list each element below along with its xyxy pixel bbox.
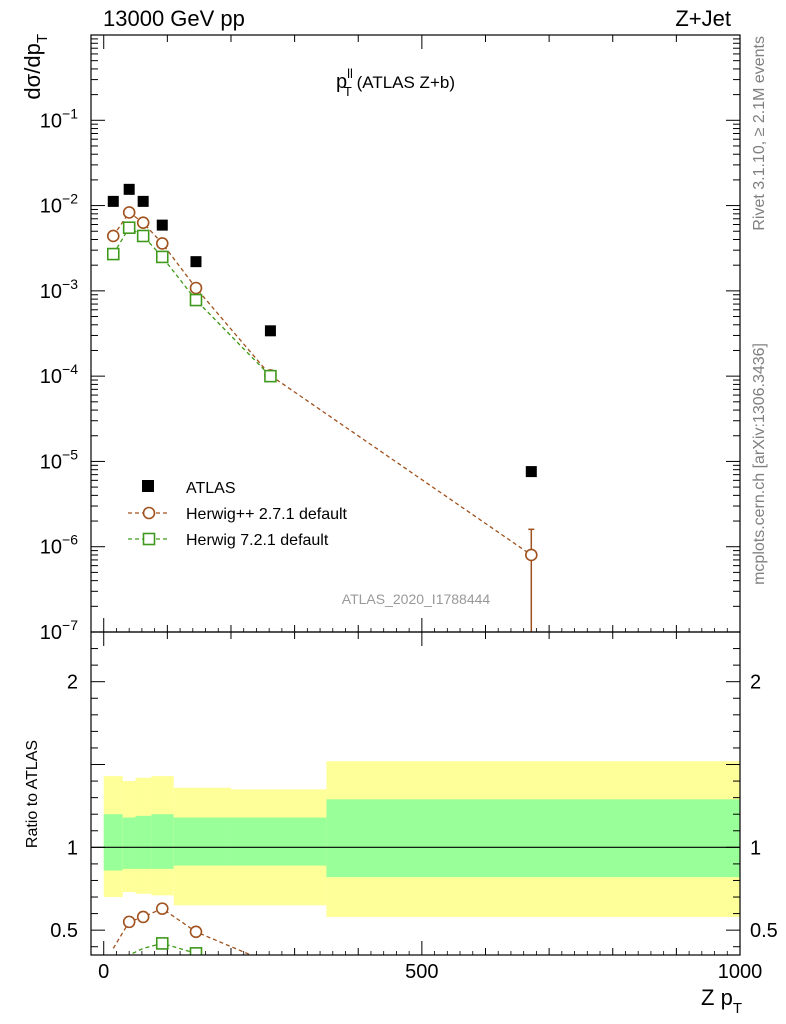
data-point-atlas xyxy=(190,256,202,268)
mcplots-credit-text: mcplots.cern.ch [arXiv:1306.3436] xyxy=(751,343,768,585)
x-axis-label-main: Z p xyxy=(701,985,733,1010)
uncertainty-band-inner xyxy=(230,817,327,866)
x-tick-label: 500 xyxy=(405,961,438,983)
legend-marker-herwigpp xyxy=(142,506,156,520)
y-tick-label-base: 10 xyxy=(40,622,62,644)
uncertainty-band-inner xyxy=(122,817,136,869)
y-tick-label-exponent: −1 xyxy=(62,105,78,121)
ratio-y-tick-label: 1 xyxy=(67,837,78,859)
title-subscript: T xyxy=(344,84,352,99)
legend-label-herwigpp: Herwig++ 2.7.1 default xyxy=(186,506,348,523)
data-point-atlas xyxy=(264,325,276,337)
y-axis-label-sub: T xyxy=(34,34,51,43)
title-rest: (ATLAS Z+b) xyxy=(352,73,455,92)
ratio-y-tick-label-right: 1 xyxy=(750,837,761,859)
y-tick-label-base: 10 xyxy=(40,537,62,559)
uncertainty-band-inner xyxy=(135,815,152,869)
x-axis-label-sub: T xyxy=(733,1000,742,1017)
uncertainty-band-inner xyxy=(326,799,740,878)
y-axis-label-main: dσ/dp xyxy=(20,43,45,99)
ratio-point-herwig7 xyxy=(189,947,203,955)
data-point-atlas xyxy=(107,195,119,207)
x-axis-label: Z pT xyxy=(701,985,742,1017)
data-point-herwigpp xyxy=(106,229,120,243)
y-tick-label-exponent: −3 xyxy=(62,276,78,292)
ratio-point-herwig7 xyxy=(155,937,169,950)
legend: ATLAS Herwig++ 2.7.1 default Herwig 7.2.… xyxy=(128,480,348,549)
ratio-point-herwigpp xyxy=(155,902,169,915)
data-point-atlas xyxy=(123,183,135,195)
main-panel-series xyxy=(106,183,538,632)
ratio-panel-bands xyxy=(103,761,740,917)
y-tick-label: 10−4 xyxy=(40,361,78,388)
data-point-herwigpp xyxy=(136,216,150,229)
x-tick-label: 0 xyxy=(98,961,109,983)
y-tick-label-exponent: −7 xyxy=(62,617,78,633)
data-point-atlas xyxy=(156,219,168,231)
data-point-herwigpp xyxy=(525,548,538,562)
series-line-1 xyxy=(112,211,532,556)
y-tick-label-exponent: −2 xyxy=(62,191,78,207)
data-point-herwig7 xyxy=(106,247,120,261)
header-process: Z+Jet xyxy=(675,6,731,31)
ratio-line-0 xyxy=(112,907,253,955)
y-tick-label-exponent: −5 xyxy=(62,446,78,462)
title-main: p xyxy=(336,71,347,93)
ratio-axis-label: Ratio to ATLAS xyxy=(24,740,41,848)
ratio-y-tick-label: 2 xyxy=(67,672,78,694)
y-tick-label-base: 10 xyxy=(40,110,62,132)
header-energy: 13000 GeV pp xyxy=(103,6,245,31)
data-point-atlas xyxy=(137,195,149,207)
uncertainty-band-inner xyxy=(103,814,123,871)
y-tick-label: 10−1 xyxy=(40,105,78,132)
legend-label-atlas: ATLAS xyxy=(186,480,236,497)
y-tick-label: 10−7 xyxy=(40,617,78,644)
ratio-point-herwigpp xyxy=(265,958,276,969)
data-point-herwigpp xyxy=(155,237,169,250)
data-point-herwigpp xyxy=(189,281,203,295)
y-tick-label-base: 10 xyxy=(40,366,62,388)
y-tick-label: 10−5 xyxy=(40,446,78,473)
ratio-y-tick-label: 0.5 xyxy=(50,920,78,942)
analysis-tag: ATLAS_2020_I1788444 xyxy=(342,591,491,607)
title-superscript: ll xyxy=(347,66,353,81)
y-axis-label: dσ/dpT xyxy=(20,34,51,100)
plot-title: pll T (ATLAS Z+b) xyxy=(336,66,455,99)
ratio-point-herwigpp xyxy=(189,925,203,939)
y-tick-label: 10−2 xyxy=(40,191,78,218)
main-panel: 10−710−610−510−410−310−210−1 xyxy=(40,34,741,644)
legend-marker-atlas xyxy=(142,480,154,492)
data-point-herwig7 xyxy=(155,250,169,264)
uncertainty-band-inner xyxy=(173,817,231,866)
series-line-2 xyxy=(112,226,271,377)
ratio-panel: 0 500 1000 0.5 0.5 1 1 2 2 xyxy=(50,631,778,983)
ratio-panel-series xyxy=(112,902,276,969)
data-point-herwigpp xyxy=(122,206,136,219)
y-tick-label-base: 10 xyxy=(40,451,62,473)
ratio-line-1 xyxy=(128,942,197,955)
data-point-herwig7 xyxy=(122,221,136,235)
data-point-herwig7 xyxy=(189,293,203,307)
ratio-point-herwigpp xyxy=(122,915,136,929)
ratio-y-tick-label-right: 2 xyxy=(750,672,761,694)
ratio-panel-frame xyxy=(90,631,741,956)
uncertainty-band-inner xyxy=(151,814,174,869)
y-tick-label-base: 10 xyxy=(40,281,62,303)
y-tick-label: 10−3 xyxy=(40,276,78,303)
y-tick-label-base: 10 xyxy=(40,196,62,218)
x-tick-label: 1000 xyxy=(718,961,763,983)
legend-label-herwig7: Herwig 7.2.1 default xyxy=(186,532,329,549)
ratio-y-tick-label-right: 0.5 xyxy=(750,920,778,942)
y-tick-label: 10−6 xyxy=(40,532,78,559)
legend-marker-herwig7 xyxy=(142,532,156,546)
rivet-version-text: Rivet 3.1.10, ≥ 2.1M events xyxy=(751,36,768,231)
y-tick-label-exponent: −4 xyxy=(62,361,78,377)
data-point-atlas xyxy=(525,466,537,478)
ratio-point-herwigpp xyxy=(136,910,150,924)
data-point-herwig7 xyxy=(136,229,150,243)
data-point-herwig7 xyxy=(264,369,277,383)
y-tick-label-exponent: −6 xyxy=(62,532,78,548)
